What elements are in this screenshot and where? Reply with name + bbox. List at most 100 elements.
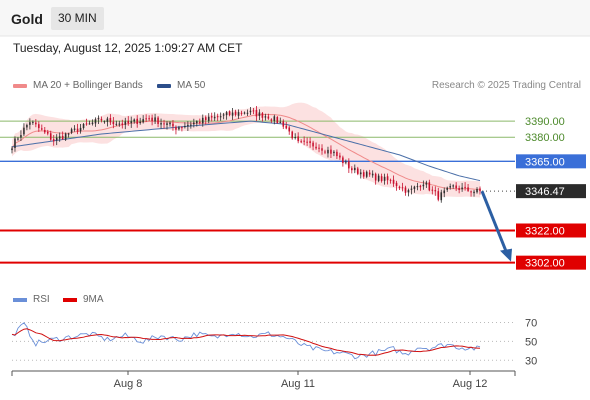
legend-ma20-bollinger: MA 20 + Bollinger Bands (13, 80, 143, 91)
rsi-tick-label-2: 30 (525, 355, 537, 367)
candle-body (118, 123, 121, 125)
candle-body (291, 131, 294, 139)
candle-body (175, 127, 177, 130)
chart-header: Gold 30 MIN (0, 0, 590, 36)
candle-body (35, 122, 37, 125)
candle-body (237, 112, 240, 116)
candle-body (336, 151, 338, 157)
candle-body (371, 173, 374, 176)
candle-body (14, 138, 16, 149)
rsi-tick-label-1: 50 (525, 336, 537, 348)
candle-body (267, 116, 270, 119)
level-badge-2 (516, 154, 586, 169)
level-badge-4 (516, 223, 586, 238)
candle-body (330, 149, 332, 154)
candle-body (213, 116, 216, 119)
report-datetime: Tuesday, August 12, 2025 1:09:27 AM CET (13, 41, 243, 55)
candle-body (362, 172, 365, 177)
candle-body (41, 128, 43, 130)
level-badge-3 (516, 184, 586, 199)
candle-body (374, 173, 377, 181)
candle-body (443, 190, 446, 194)
candle-body (273, 116, 276, 121)
candle-body (32, 121, 34, 123)
candle-body (169, 122, 171, 125)
candle-body (163, 123, 165, 125)
candle-body (49, 133, 52, 140)
ma20-line (11, 113, 481, 190)
legend-ma50: MA 50 (157, 80, 205, 91)
candle-body (124, 121, 127, 125)
level-label-5: 3302.00 (525, 258, 565, 270)
ma50-swatch (157, 83, 171, 88)
legend-ma20-label: MA 20 + Bollinger Bands (33, 80, 143, 91)
candle-body (193, 122, 195, 125)
candle-body (201, 117, 204, 124)
candle-body (264, 116, 267, 118)
candle-body (148, 118, 150, 120)
candle-body (434, 190, 437, 192)
candle-body (190, 124, 192, 126)
candle-body (339, 155, 341, 158)
candle-body (333, 151, 335, 154)
candle-body (130, 121, 133, 124)
candle-body (103, 121, 106, 123)
candle-body (88, 123, 91, 125)
candle-body (76, 128, 79, 132)
candle-body (380, 176, 383, 182)
candle-body (419, 185, 422, 188)
candle-body (392, 179, 395, 184)
candle-body (151, 117, 153, 121)
level-label-1: 3380.00 (525, 132, 565, 144)
candle-body (187, 124, 189, 127)
candle-body (55, 137, 58, 141)
candle-body (97, 118, 100, 120)
candle-body (467, 187, 469, 191)
candle-body (91, 122, 94, 124)
legend-rsi-label: RSI (33, 294, 50, 305)
candle-body (255, 109, 258, 117)
candle-body (43, 129, 46, 133)
forecast-arrow-shaft (480, 190, 509, 255)
candle-body (351, 168, 353, 171)
candle-body (297, 136, 299, 142)
x-tick-label-1: Aug 11 (281, 378, 315, 390)
candle-body (38, 124, 40, 129)
candle-body (410, 188, 413, 190)
candle-body (58, 136, 61, 139)
candle-body (100, 118, 103, 121)
candle-body (425, 182, 428, 185)
level-label-2: 3365.00 (525, 156, 565, 168)
candle-body (282, 121, 285, 127)
research-credit: Research © 2025 Trading Central (431, 80, 581, 91)
candle-body (29, 122, 31, 125)
candle-body (258, 112, 261, 116)
candle-body (354, 167, 356, 171)
candle-body (377, 175, 380, 181)
candle-body (216, 116, 219, 118)
candle-body (184, 126, 186, 128)
candle-body (404, 187, 407, 193)
candle-body (395, 182, 398, 186)
candle-body (348, 161, 350, 169)
candle-body (473, 191, 475, 194)
candle-body (285, 125, 288, 129)
candle-body (127, 120, 130, 124)
candle-body (383, 176, 386, 181)
candle-body (109, 118, 112, 123)
candle-body (252, 110, 255, 112)
level-label-4: 3322.00 (525, 225, 565, 237)
candle-body (61, 135, 64, 140)
candle-body (115, 123, 118, 125)
candle-body (228, 111, 231, 116)
candle-body (145, 118, 147, 120)
timeframe-badge[interactable]: 30 MIN (51, 7, 104, 30)
rsi-ma-line (11, 328, 481, 356)
candle-body (142, 119, 144, 123)
candle-body (181, 127, 183, 129)
candle-body (70, 129, 73, 133)
forecast-arrow-head (500, 248, 512, 262)
candle-body (234, 111, 237, 115)
candle-body (455, 185, 457, 189)
